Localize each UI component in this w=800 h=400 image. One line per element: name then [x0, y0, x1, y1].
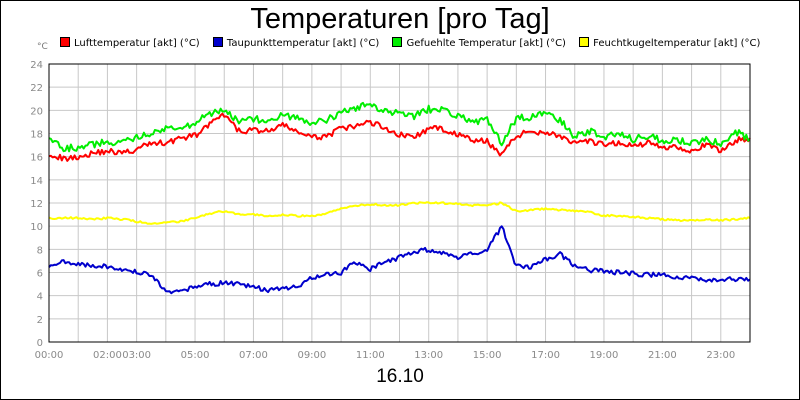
y-axis-unit: °C: [37, 42, 48, 52]
x-tick-label: 19:00: [590, 350, 619, 361]
legend-label: Feuchtkugeltemperatur [akt] (°C): [593, 38, 761, 49]
legend-item-lufttemperatur: Lufttemperatur [akt] (°C): [60, 37, 200, 49]
y-tick-label: 12: [30, 199, 43, 210]
x-tick-label: 17:00: [531, 350, 560, 361]
series-line-2: [48, 101, 751, 153]
y-tick-label: 22: [30, 83, 43, 94]
chart-title: Temperaturen [pro Tag]: [250, 3, 550, 35]
y-tick-label: 2: [37, 315, 43, 326]
y-tick-label: 24: [30, 60, 43, 71]
legend-swatch-green: [392, 37, 403, 47]
x-axis-date-label: 16.10: [376, 366, 424, 387]
legend-label: Taupunkttemperatur [akt] (°C): [226, 38, 380, 49]
y-tick-label: 0: [37, 338, 43, 349]
x-tick-label: 23:00: [706, 350, 735, 361]
x-tick-label: 09:00: [297, 350, 326, 361]
y-tick-label: 18: [30, 130, 43, 141]
legend-item-gefuehlte-temperatur: Gefuehlte Temperatur [akt] (°C): [392, 37, 566, 49]
y-tick-label: 6: [37, 269, 43, 280]
y-tick-label: 14: [30, 176, 43, 187]
legend-swatch-yellow: [579, 37, 590, 47]
x-tick-label: 00:00: [35, 350, 64, 361]
series-line-0: [48, 112, 751, 162]
chart-legend: Lufttemperatur [akt] (°C) Taupunkttemper…: [60, 37, 770, 53]
y-tick-label: 16: [30, 153, 43, 164]
series-lines: [48, 101, 751, 295]
x-tick-label: 02:00: [93, 350, 122, 361]
legend-swatch-blue: [212, 37, 223, 47]
x-tick-label: 13:00: [414, 350, 443, 361]
x-tick-label: 21:00: [648, 350, 677, 361]
legend-label: Lufttemperatur [akt] (°C): [74, 38, 200, 49]
y-tick-label: 8: [37, 245, 43, 256]
x-tick-label: 15:00: [473, 350, 502, 361]
x-tick-label: 03:00: [122, 350, 151, 361]
legend-item-taupunkttemperatur: Taupunkttemperatur [akt] (°C): [212, 37, 380, 49]
plot-area: [48, 63, 751, 343]
x-tick-label: 05:00: [181, 350, 210, 361]
x-tick-label: 11:00: [356, 350, 385, 361]
y-tick-label: 4: [37, 292, 43, 303]
series-line-1: [48, 225, 751, 295]
grid: [48, 63, 751, 343]
series-line-3: [48, 201, 751, 225]
legend-swatch-red: [60, 37, 70, 47]
y-tick-label: 10: [30, 222, 43, 233]
legend-label: Gefuehlte Temperatur [akt] (°C): [406, 38, 566, 49]
x-axis-ticks: 00:00 02:00 03:00 05:00 07:00 09:00 11:00 13:00…: [35, 350, 736, 361]
legend-item-feuchtkugeltemperatur: Feuchtkugeltemperatur [akt] (°C): [579, 37, 760, 49]
x-tick-label: 07:00: [239, 350, 268, 361]
y-tick-label: 20: [30, 106, 43, 117]
